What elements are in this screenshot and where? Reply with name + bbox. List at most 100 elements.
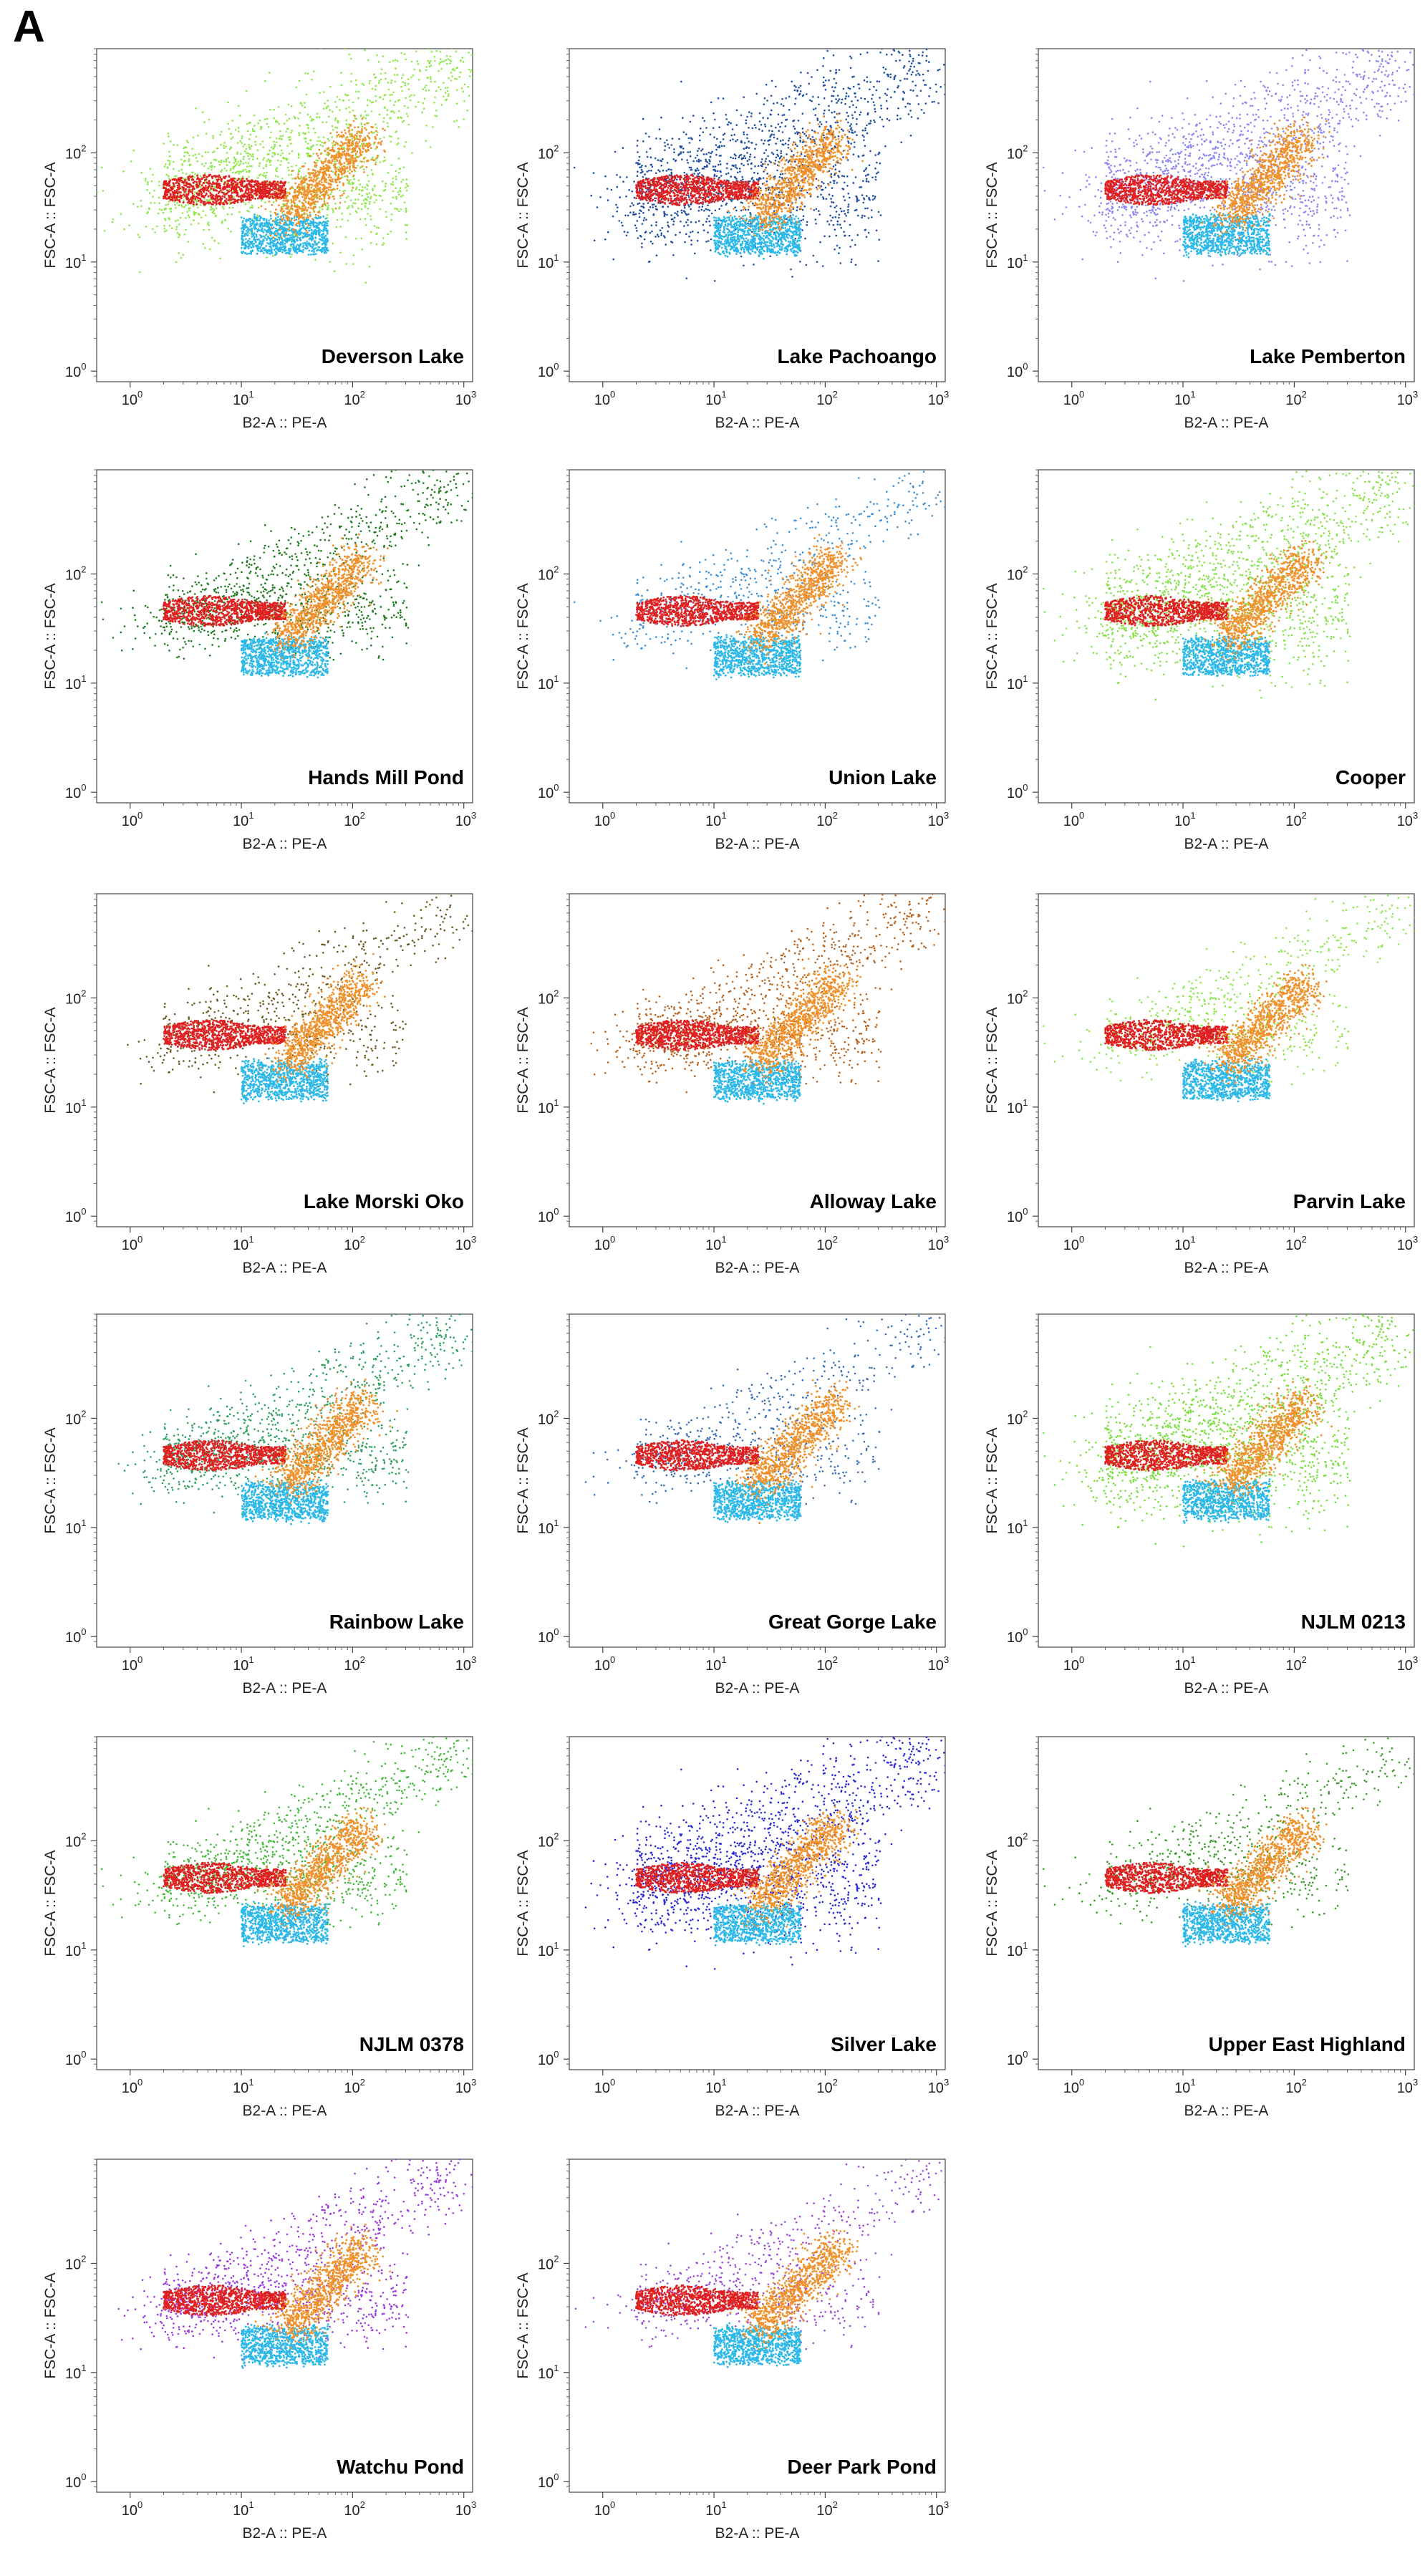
data-point xyxy=(436,50,438,52)
data-point xyxy=(359,153,362,155)
data-point xyxy=(312,169,314,171)
data-point xyxy=(246,165,248,168)
data-point xyxy=(314,201,317,203)
data-point xyxy=(176,226,178,228)
data-point xyxy=(743,155,745,157)
data-point xyxy=(740,210,743,212)
data-point xyxy=(362,148,364,150)
data-point xyxy=(310,193,312,196)
data-point xyxy=(198,178,200,180)
data-point xyxy=(293,217,295,219)
data-point xyxy=(220,144,222,146)
data-point xyxy=(327,152,329,154)
data-point xyxy=(420,70,422,72)
data-point xyxy=(223,183,226,185)
data-point xyxy=(847,115,849,117)
data-point xyxy=(269,109,271,111)
data-point xyxy=(208,151,210,153)
data-point xyxy=(307,216,309,218)
data-point xyxy=(432,126,434,128)
data-point xyxy=(342,154,344,156)
data-point xyxy=(319,222,321,224)
data-point xyxy=(300,183,302,185)
data-point xyxy=(455,46,458,48)
data-point xyxy=(282,218,284,221)
data-point xyxy=(322,165,324,168)
data-point xyxy=(375,100,377,102)
data-point xyxy=(227,183,229,185)
data-point xyxy=(829,223,831,226)
data-point xyxy=(301,165,304,168)
data-point xyxy=(342,218,344,221)
data-point xyxy=(230,170,232,172)
data-point xyxy=(210,206,212,208)
data-point xyxy=(352,165,354,167)
data-point xyxy=(208,168,210,170)
data-point xyxy=(299,80,301,82)
data-point xyxy=(802,127,804,130)
data-point xyxy=(725,173,728,175)
data-point xyxy=(447,87,449,89)
data-point xyxy=(405,238,407,240)
data-point xyxy=(269,201,271,203)
data-point xyxy=(189,203,191,205)
data-point xyxy=(194,191,196,193)
data-point xyxy=(265,245,267,247)
data-point xyxy=(312,254,314,256)
data-point xyxy=(383,117,385,120)
data-point xyxy=(263,252,265,254)
data-point xyxy=(299,231,301,233)
data-point xyxy=(363,158,365,160)
data-point xyxy=(871,94,874,96)
data-point xyxy=(446,63,448,65)
data-point xyxy=(318,149,320,151)
data-point xyxy=(363,161,365,163)
data-point xyxy=(341,173,343,175)
data-point xyxy=(253,216,256,218)
data-point xyxy=(218,192,220,194)
data-point xyxy=(325,205,327,207)
data-point xyxy=(884,93,887,95)
data-point xyxy=(722,201,724,203)
data-point xyxy=(765,188,767,190)
data-point xyxy=(198,223,200,225)
data-point xyxy=(183,200,185,202)
data-point xyxy=(366,145,368,147)
data-point xyxy=(334,168,337,170)
data-point xyxy=(299,207,301,209)
data-point xyxy=(897,85,899,87)
data-point xyxy=(289,153,291,155)
data-point xyxy=(332,147,334,149)
data-point xyxy=(689,142,691,144)
data-point xyxy=(425,66,428,68)
data-point xyxy=(231,213,233,216)
data-point xyxy=(448,43,450,45)
data-point xyxy=(376,226,378,228)
data-point xyxy=(104,230,106,232)
data-point xyxy=(458,37,460,39)
data-point xyxy=(212,201,214,203)
data-point xyxy=(206,132,208,135)
data-point xyxy=(331,156,333,158)
data-point xyxy=(391,164,393,166)
data-point xyxy=(318,241,320,243)
data-point xyxy=(186,211,188,213)
data-point xyxy=(715,210,717,212)
data-point xyxy=(259,188,261,190)
data-point xyxy=(849,131,851,133)
data-point xyxy=(193,196,195,198)
data-point xyxy=(372,188,374,190)
data-point xyxy=(299,223,301,225)
data-point xyxy=(647,170,649,173)
data-point xyxy=(246,171,248,173)
data-point xyxy=(375,130,377,132)
data-point xyxy=(241,241,243,243)
data-point xyxy=(675,234,677,236)
data-point xyxy=(340,72,342,74)
data-point xyxy=(265,184,267,186)
data-point xyxy=(163,225,165,227)
data-point xyxy=(297,117,299,120)
data-point xyxy=(201,155,203,158)
data-point xyxy=(140,206,142,208)
data-point xyxy=(212,181,214,183)
